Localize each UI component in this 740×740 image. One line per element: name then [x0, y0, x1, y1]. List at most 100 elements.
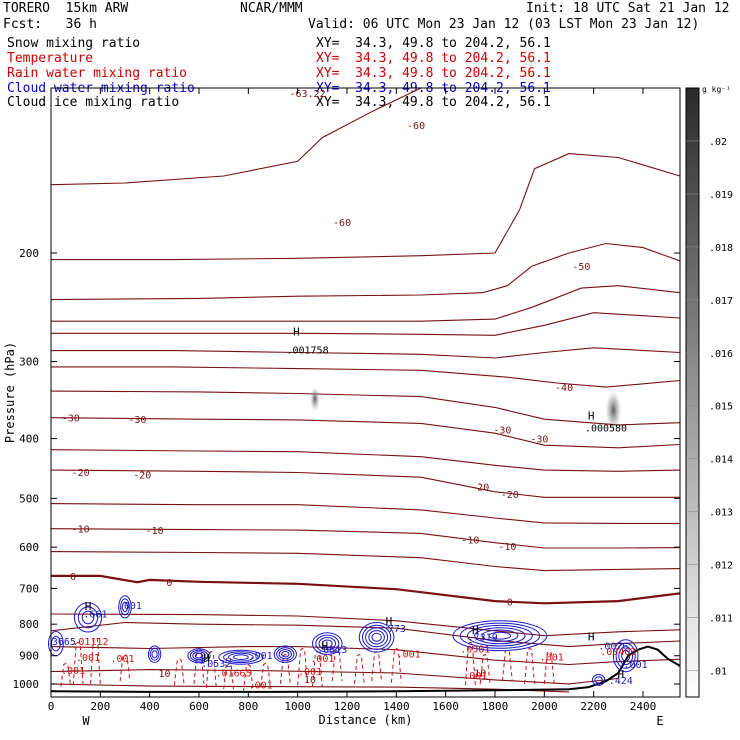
cloud-water-contour	[120, 598, 130, 616]
rain-label: .01112	[72, 637, 108, 648]
cloud-water-contour	[149, 647, 160, 661]
cloud-water-label: .3665	[46, 637, 76, 648]
cloud-water-contour	[591, 674, 606, 686]
rain-contour	[72, 641, 84, 686]
high-marker: H	[85, 600, 92, 613]
temperature-label: -20	[471, 482, 489, 493]
temperature-label: 0	[166, 578, 172, 589]
cloud-water-contour	[312, 632, 343, 655]
high-marker: H	[203, 652, 210, 665]
colorbar-unit: g kg⁻¹	[702, 85, 731, 94]
temperature-contours	[50, 87, 681, 693]
cloud-water-contour	[276, 647, 295, 662]
right-endpoint-label: E	[656, 714, 663, 728]
colorbar: .01 .011 .012 .013 .014 .015 .016 .017 .018 .019.…	[685, 85, 733, 698]
cloud-water-contour	[189, 649, 209, 662]
maximum-value-label: .000580	[585, 424, 627, 435]
rain-contour	[260, 662, 271, 687]
temperature-label: 0	[507, 597, 513, 608]
forecast-hour: Fcst: 36 h	[3, 17, 97, 32]
rain-label: .0301	[460, 644, 490, 655]
temperature-label: -10	[498, 542, 516, 553]
temperature-label: 10	[474, 668, 486, 679]
cloud-water-label: .0076	[598, 641, 628, 652]
isotherm-line	[51, 285, 681, 322]
rain-label: .001	[298, 667, 322, 678]
rain-contour	[390, 647, 402, 683]
x-tick-label: 1400	[383, 700, 410, 713]
high-marker: H	[386, 615, 393, 628]
cloud-water-label: .1	[193, 655, 205, 666]
rain-contour	[501, 649, 513, 682]
temperature-label: -60	[407, 121, 425, 132]
maximum-value-label: .661	[83, 609, 107, 620]
temperature-label: -30	[493, 426, 511, 437]
contour-labels: -63.22 -60 -60 -50 -40 -30 -30 -30 -30 -20 -20 -20 -…	[46, 89, 648, 692]
temperature-label: -20	[133, 470, 151, 481]
x-axis-label: Distance (km)	[319, 713, 413, 727]
cloud-water-contour	[358, 622, 395, 653]
cloud-water-contour	[223, 651, 259, 664]
valid-time: Valid: 06 UTC Mon 23 Jan 12 (03 LST Mon …	[308, 17, 700, 32]
cloud-water-contour	[281, 651, 290, 658]
cloud-water-contour	[147, 645, 162, 663]
high-marker: H	[588, 410, 595, 423]
rain-contour	[205, 650, 217, 688]
snow-shading	[309, 386, 622, 431]
x-tick-label: 2400	[630, 700, 657, 713]
cloud-water-contour	[218, 649, 264, 665]
field-temperature-label: Temperature	[7, 51, 94, 66]
cloud-water-label: .001	[118, 601, 142, 612]
rain-contour	[464, 641, 476, 686]
temperature-label: -60	[333, 218, 351, 229]
cloud-water-contour	[77, 606, 99, 629]
cloud-water-label: .0813	[317, 645, 347, 656]
temperature-label: -63.22	[289, 89, 325, 100]
plot-axes: 0 200 400 600 800 1000 1200 1400 1600 1800 2000 220…	[3, 87, 681, 728]
colorbar-bar	[685, 87, 700, 698]
x-tick-label: 2200	[580, 700, 607, 713]
cloud-water-contour	[594, 676, 603, 684]
terrain-line	[50, 645, 681, 693]
center-label: NCAR/MMM	[240, 1, 303, 16]
isotherm-line	[51, 574, 681, 605]
isotherm-line	[50, 528, 681, 549]
maximum-value-label: .001758	[286, 346, 328, 357]
rain-label: .001	[310, 654, 334, 665]
cloud-water-contour	[228, 652, 254, 662]
colorbar-tick-label: .011	[709, 614, 733, 625]
isotherm-line	[50, 449, 681, 472]
temperature-label: -10	[146, 526, 164, 537]
rain-label: .001	[397, 650, 421, 661]
field-rain-xy: XY= 34.3, 49.8 to 204.2, 56.1	[316, 66, 551, 81]
isotherm-line	[50, 417, 681, 449]
x-tick-label: 1200	[334, 700, 361, 713]
isotherm-line	[51, 312, 681, 336]
isotherm-line	[50, 621, 681, 648]
rain-label: .001	[76, 653, 100, 664]
y-tick-label: 400	[19, 433, 39, 446]
cloud-water-contour	[321, 639, 333, 648]
rain-label: .001	[463, 671, 487, 682]
rain-contour	[60, 662, 72, 687]
field-cloudice-label: Cloud ice mixing ratio	[7, 95, 180, 110]
y-tick-label: 500	[19, 492, 39, 505]
y-axis-label: Pressure (hPa)	[3, 342, 17, 443]
rain-label: .00403	[600, 647, 636, 658]
temperature-label: -30	[128, 415, 146, 426]
cloud-water-label: .001	[624, 660, 648, 671]
rain-contour	[297, 647, 308, 686]
colorbar-tick-label: .016	[709, 349, 733, 360]
colorbar-tick-label: .02	[709, 137, 727, 148]
cloud-water-contour	[371, 632, 382, 642]
field-snow-label: Snow mixing ratio	[7, 36, 141, 51]
cloud-water-contour	[365, 627, 389, 648]
plot-frame	[50, 87, 681, 698]
x-tick-label: 2000	[531, 700, 558, 713]
cloud-water-contour	[612, 639, 639, 673]
field-rain-label: Rain water mixing ratio	[7, 66, 188, 81]
cloud-water-contour	[73, 602, 103, 633]
colorbar-tick-label: .013	[709, 508, 733, 519]
cloud-water-contours	[48, 595, 639, 686]
